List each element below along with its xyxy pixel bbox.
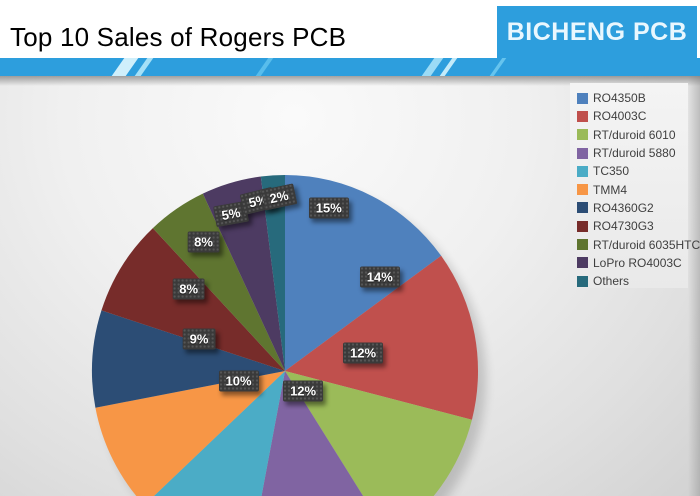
pie-data-label: 14%	[359, 266, 400, 288]
legend-swatch	[577, 92, 588, 104]
legend-swatch	[577, 147, 588, 159]
logo-text: BICHENG PCB	[506, 17, 688, 46]
pie-data-label: 10%	[218, 370, 259, 392]
header: Top 10 Sales of Rogers PCB BICHENG PCB	[0, 0, 700, 58]
pie-data-label: 8%	[172, 278, 206, 300]
legend-label: RO4003C	[593, 109, 647, 124]
legend-item: RT/duroid 5880	[577, 144, 688, 162]
legend-label: RT/duroid 6035HTC	[593, 237, 700, 252]
legend-item: TC350	[577, 162, 688, 180]
pie-data-label: 8%	[187, 231, 220, 253]
pie-shadow	[100, 184, 486, 496]
legend-swatch	[577, 110, 588, 122]
legend-swatch	[577, 239, 588, 251]
legend-swatch	[577, 202, 588, 214]
legend-item: RT/duroid 6035HTC	[577, 235, 700, 253]
pie-data-label: 12%	[283, 380, 324, 402]
chart-legend: RO4350B RO4003C RT/duroid 6010 RT/duroid 58…	[570, 83, 700, 290]
pie-slice-RO4360G2	[92, 310, 285, 408]
logo-box: BICHENG PCB	[497, 6, 697, 58]
pie-data-label: 12%	[343, 342, 384, 364]
legend-label: RO4350B	[593, 91, 646, 106]
legend-item: RO4003C	[577, 107, 688, 125]
legend-item: RO4730G3	[577, 217, 688, 235]
legend-label: LoPro RO4003C	[593, 255, 682, 270]
legend-swatch	[577, 220, 588, 232]
legend-item: TMM4	[577, 180, 688, 198]
legend-label: RT/duroid 6010	[593, 127, 676, 142]
legend-item: LoPro RO4003C	[577, 254, 688, 272]
legend-swatch	[577, 165, 588, 177]
legend-item: RT/duroid 6010	[577, 126, 688, 144]
legend-label: TC350	[593, 164, 630, 179]
legend-label: Others	[593, 274, 630, 289]
band-stripe	[252, 58, 277, 76]
pie-slice-TC350	[153, 371, 285, 496]
legend-swatch	[577, 129, 588, 141]
legend-item: Others	[577, 272, 688, 290]
legend-swatch	[577, 257, 588, 269]
page-title: Top 10 Sales of Rogers PCB	[10, 22, 347, 52]
pie-data-label: 15%	[308, 197, 349, 219]
legend-item: RO4360G2	[577, 199, 688, 217]
pie-data-label: 9%	[182, 328, 216, 350]
legend-label: RO4730G3	[593, 219, 654, 234]
legend-label: RT/duroid 5880	[593, 146, 676, 161]
legend-label: RO4360G2	[593, 200, 654, 215]
decorative-band	[0, 58, 700, 76]
legend-swatch	[577, 184, 588, 196]
legend-item: RO4350B	[577, 89, 688, 107]
band-stripe	[486, 58, 510, 76]
legend-swatch	[577, 275, 588, 287]
legend-label: TMM4	[593, 182, 627, 197]
